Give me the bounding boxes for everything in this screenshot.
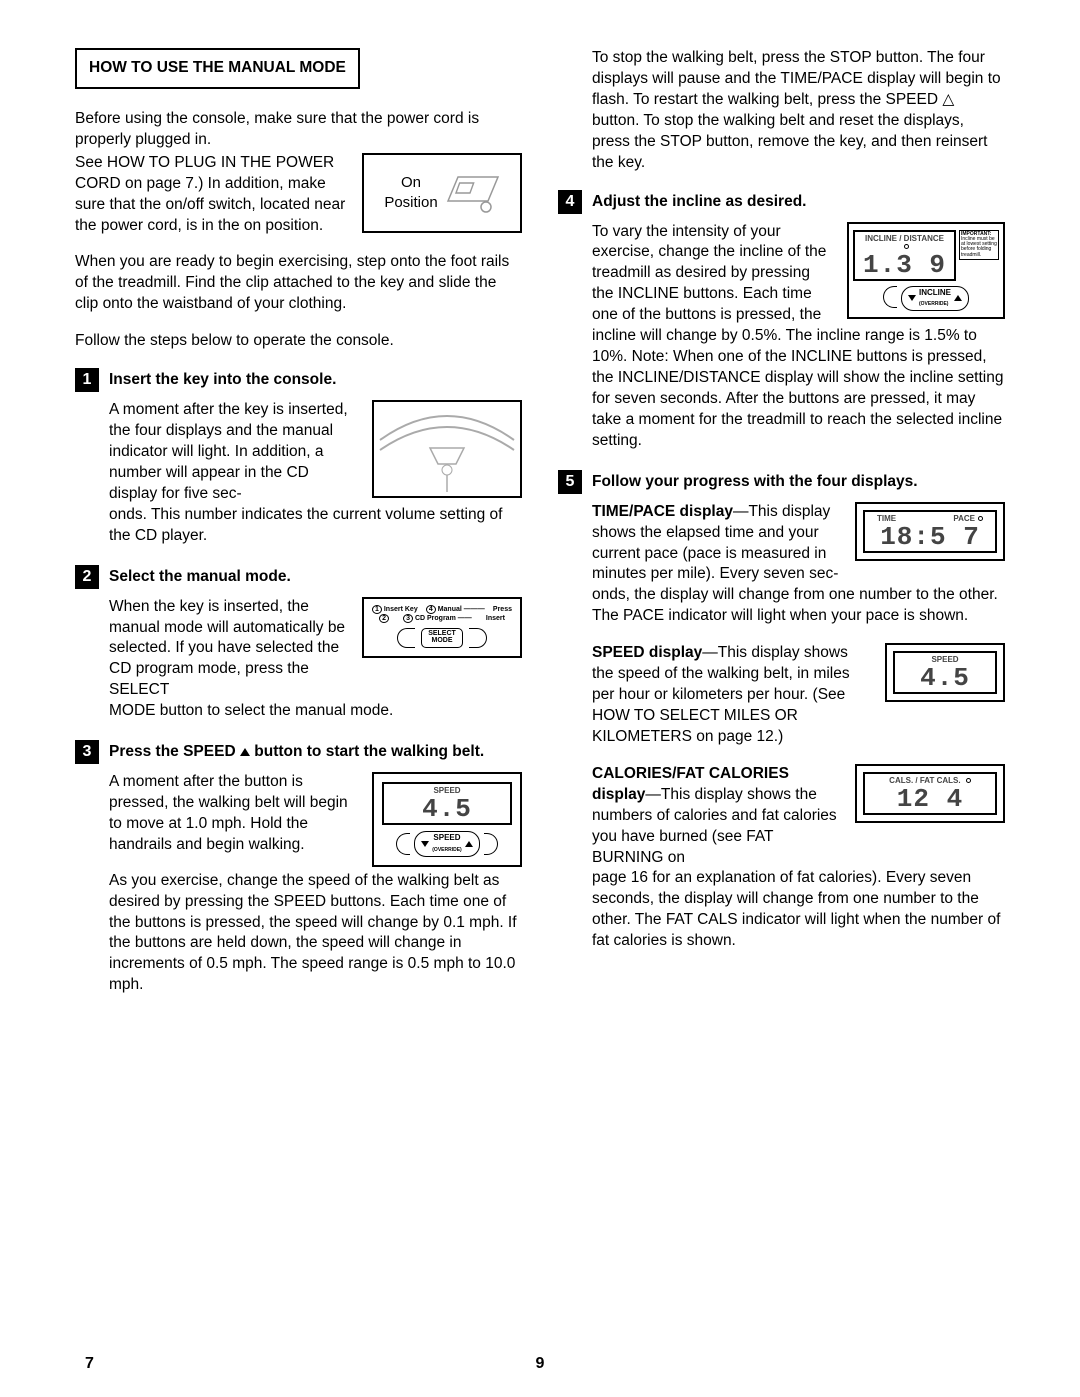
- step-3-text-b: As you exercise, change the speed of the…: [109, 871, 522, 997]
- triangle-up-icon: [240, 748, 250, 756]
- time-pace-text-a: TIME/PACE display—This display shows the…: [592, 502, 841, 586]
- cal-lcd-value: 12 4: [897, 784, 963, 814]
- page-columns: HOW TO USE THE MANUAL MODE Before using …: [75, 48, 1005, 1014]
- step-1-text-b: onds. This number indicates the current …: [109, 505, 522, 547]
- switch-icon: [446, 171, 500, 215]
- step-1-body: A moment after the key is inserted, the …: [109, 400, 522, 546]
- step-4-header: 4 Adjust the incline as desired.: [558, 190, 1005, 214]
- step-4-number: 4: [558, 190, 582, 214]
- step-4-text-a: To vary the intensity of your exercise, …: [592, 222, 833, 327]
- step-5-body: TIME/PACE display—This display shows the…: [592, 502, 1005, 952]
- step-3-number: 3: [75, 740, 99, 764]
- incline-figure: INCLINE / DISTANCE 1.3 9 IMPORTANT: Incl…: [847, 222, 1005, 320]
- on-position-figure: On Position: [362, 153, 522, 233]
- step-3-text-a: A moment after the button is pressed, th…: [109, 772, 358, 856]
- step-2-header: 2 Select the manual mode.: [75, 565, 522, 589]
- step-1-text-a: A moment after the key is inserted, the …: [109, 400, 358, 505]
- speed-text: SPEED display—This display shows the spe…: [592, 643, 871, 748]
- step-2-text-a: When the key is inserted, the manual mod…: [109, 597, 348, 702]
- calories-text-b: page 16 for an explanation of fat calori…: [592, 868, 1005, 952]
- time-pace-figure: TIMEPACE 18:5 7: [855, 502, 1005, 561]
- step-2-title: Select the manual mode.: [109, 565, 291, 588]
- left-column: HOW TO USE THE MANUAL MODE Before using …: [75, 48, 522, 1014]
- step-4-title: Adjust the incline as desired.: [592, 190, 806, 213]
- key-console-figure: [372, 400, 522, 498]
- incline-lcd-value: 1.3 9: [863, 250, 946, 280]
- time-pace-text-b: onds, the display will change from one n…: [592, 585, 1005, 627]
- right-column: To stop the walking belt, press the STOP…: [558, 48, 1005, 1014]
- intro-paragraph-2: When you are ready to begin exercising, …: [75, 252, 522, 315]
- position-label: Position: [384, 193, 437, 213]
- intro-1a: Before using the console, make sure that…: [75, 110, 479, 148]
- intro-paragraph-1: Before using the console, make sure that…: [75, 109, 522, 237]
- step-1-number: 1: [75, 368, 99, 392]
- section-title-box: HOW TO USE THE MANUAL MODE: [75, 48, 360, 89]
- calories-text-a: CALORIES/FAT CALORIES display—This displ…: [592, 764, 841, 869]
- intro-paragraph-3: Follow the steps below to operate the co…: [75, 331, 522, 352]
- step-4-body: To vary the intensity of your exercise, …: [592, 222, 1005, 452]
- step-3-header: 3 Press the SPEED button to start the wa…: [75, 740, 522, 764]
- speed-lcd-value: 4.5: [422, 794, 472, 824]
- on-label: On: [384, 173, 437, 193]
- step-4-text-b: incline will change by 0.5%. The incline…: [592, 326, 1005, 452]
- time-lcd-value: 18:5 7: [880, 522, 980, 552]
- step-5-title: Follow your progress with the four displ…: [592, 470, 918, 493]
- select-mode-figure: 1 Insert Key 4 Manual ——— Press 2 3 CD P…: [362, 597, 522, 659]
- step-5-number: 5: [558, 470, 582, 494]
- step-1-title: Insert the key into the console.: [109, 368, 336, 391]
- step-2-body: When the key is inserted, the manual mod…: [109, 597, 522, 723]
- speed-display-figure: SPEED 4.5: [885, 643, 1005, 702]
- page-number-center: 9: [536, 1353, 545, 1375]
- speed-figure: SPEED 4.5 SPEED(OVERRIDE): [372, 772, 522, 867]
- step-2-text-b: MODE button to select the manual mode.: [109, 701, 522, 722]
- step-3-body: A moment after the button is pressed, th…: [109, 772, 522, 996]
- step-1-header: 1 Insert the key into the console.: [75, 368, 522, 392]
- page-number-corner: 7: [85, 1353, 94, 1375]
- intro-1b: See HOW TO PLUG IN THE POWER CORD on pag…: [75, 153, 348, 237]
- step-3-title: Press the SPEED button to start the walk…: [109, 740, 484, 763]
- calories-figure: CALS. / FAT CALS. 12 4: [855, 764, 1005, 823]
- stop-paragraph: To stop the walking belt, press the STOP…: [592, 48, 1005, 174]
- step-5-header: 5 Follow your progress with the four dis…: [558, 470, 1005, 494]
- step-2-number: 2: [75, 565, 99, 589]
- speed2-lcd-value: 4.5: [920, 663, 970, 693]
